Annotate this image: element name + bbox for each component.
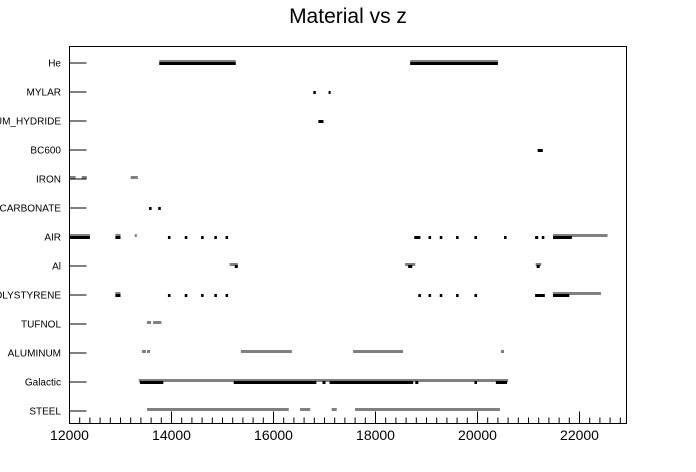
- segment-air-black: [504, 236, 507, 239]
- segment-polycarbonate-black: [158, 207, 161, 210]
- segment-polystyrene-black: [214, 294, 217, 297]
- segment-al-gray: [229, 263, 238, 266]
- y-tick-label-polystyrene: OLYSTYRENE: [0, 291, 61, 302]
- segment-polystyrene-black: [201, 294, 204, 297]
- y-tick-label-steel: STEEL: [29, 407, 61, 418]
- segment-steel-gray: [300, 408, 311, 411]
- segment-polystyrene-black: [418, 294, 421, 297]
- segment-iron-gray: [69, 176, 76, 179]
- segment-polystyrene-black: [184, 294, 188, 297]
- segment-polystyrene-black: [225, 294, 229, 297]
- segment-polystyrene-gray: [552, 292, 601, 295]
- segment-aluminum-gray: [500, 350, 505, 353]
- segment-air-black: [428, 236, 432, 239]
- segment-al-black: [536, 265, 540, 268]
- segment-galactic-black: [233, 381, 317, 384]
- data-marks: [69, 60, 608, 411]
- segment-air-gray: [134, 234, 137, 237]
- segment-polystyrene-gray: [115, 292, 121, 295]
- segment-galactic-black: [329, 381, 414, 384]
- y-tick-label-al: Al: [52, 262, 61, 273]
- segment-galactic-black: [474, 381, 477, 384]
- segment-bc600-black: [537, 149, 543, 152]
- y-tick-label-iron: IRON: [36, 175, 61, 186]
- y-tick-label-lithium_hydride: UM_HYDRIDE: [0, 117, 61, 128]
- y-tick-label-mylar: MYLAR: [27, 88, 61, 99]
- segment-lithium_hydride-black: [318, 120, 324, 123]
- y-tick-label-tufnol: TUFNOL: [21, 320, 61, 331]
- y-tick-label-air: AIR: [44, 233, 61, 244]
- segment-air-black: [414, 236, 421, 239]
- chart-title: Material vs z: [289, 5, 407, 28]
- segment-mylar-black: [328, 91, 331, 94]
- segment-polystyrene-black: [167, 294, 171, 297]
- segment-polystyrene-black: [439, 294, 443, 297]
- x-tick-label-12000: 12000: [50, 427, 89, 443]
- segment-galactic-black: [139, 381, 164, 384]
- segment-al-gray: [405, 263, 416, 266]
- segment-galactic-black: [495, 381, 508, 384]
- segment-tufnol-gray: [153, 321, 162, 324]
- segment-air-black: [474, 236, 477, 239]
- segment-galactic-black: [322, 381, 326, 384]
- x-tick-label-14000: 14000: [152, 427, 191, 443]
- segment-air-black: [456, 236, 459, 239]
- segment-air-black: [439, 236, 443, 239]
- segment-aluminum-gray: [240, 350, 292, 353]
- segment-air-black: [201, 236, 204, 239]
- segment-iron-gray: [81, 176, 87, 179]
- segment-al-gray: [535, 263, 542, 266]
- segment-mylar-black: [313, 91, 316, 94]
- segment-he-gray: [159, 60, 236, 63]
- segment-he-black: [410, 62, 498, 65]
- segment-polystyrene-black: [535, 294, 545, 297]
- y-tick-label-bc600: BC600: [30, 146, 61, 157]
- segment-he-gray: [410, 60, 498, 63]
- y-tick-label-polycarbonate: CARBONATE: [0, 204, 61, 215]
- segment-he-black: [159, 62, 236, 65]
- x-tick-label-20000: 20000: [458, 427, 497, 443]
- segment-aluminum-gray: [141, 350, 146, 353]
- x-tick-label-22000: 22000: [560, 427, 599, 443]
- segment-aluminum-gray: [353, 350, 404, 353]
- segment-polystyrene-black: [474, 294, 477, 297]
- segment-iron-gray: [130, 176, 138, 179]
- y-axis: STEEL Galactic ALUMINUM TUFNOL OLYSTYRENE Al A…: [0, 59, 87, 418]
- segment-al-black: [234, 265, 238, 268]
- segment-aluminum-gray: [147, 350, 151, 353]
- segment-al-black: [408, 265, 413, 268]
- segment-air-black: [115, 236, 121, 239]
- segment-air-gray: [552, 234, 608, 237]
- segment-air-gray: [115, 234, 121, 237]
- segment-tufnol-gray: [147, 321, 152, 324]
- segment-polycarbonate-black: [149, 207, 152, 210]
- x-tick-label-16000: 16000: [254, 427, 293, 443]
- segment-polystyrene-black: [552, 294, 570, 297]
- segment-polystyrene-black: [456, 294, 459, 297]
- segment-air-black: [225, 236, 229, 239]
- segment-polystyrene-black: [428, 294, 432, 297]
- segment-air-black: [167, 236, 171, 239]
- segment-air-gray: [69, 234, 90, 237]
- plot-frame: [69, 46, 627, 424]
- x-tick-label-18000: 18000: [356, 427, 395, 443]
- segment-steel-gray: [355, 408, 500, 411]
- y-tick-label-aluminum: ALUMINUM: [8, 349, 61, 360]
- segment-galactic-black: [415, 381, 419, 384]
- segment-polystyrene-black: [115, 294, 121, 297]
- segment-steel-gray: [147, 408, 289, 411]
- y-tick-label-he: He: [48, 59, 61, 70]
- segment-galactic-gray: [138, 379, 509, 382]
- y-tick-label-galactic: Galactic: [25, 378, 61, 389]
- segment-air-black: [535, 236, 539, 239]
- segment-steel-gray: [331, 408, 337, 411]
- segment-air-black: [541, 236, 545, 239]
- segment-air-black: [552, 236, 572, 239]
- x-axis: 12000 14000 16000 18000 20000 22000: [50, 411, 621, 443]
- segment-air-black: [214, 236, 217, 239]
- segment-air-black: [184, 236, 188, 239]
